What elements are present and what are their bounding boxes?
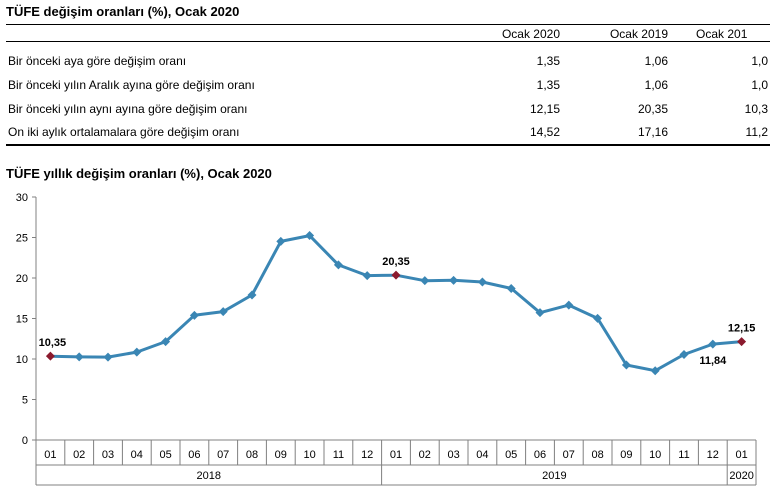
x-tick-label: 01 bbox=[735, 449, 747, 461]
x-tick-label: 11 bbox=[678, 449, 689, 461]
x-tick-label: 12 bbox=[361, 449, 373, 461]
y-tick-label: 20 bbox=[16, 273, 28, 285]
data-point bbox=[276, 236, 286, 246]
cell-value: 1,35 bbox=[536, 78, 560, 92]
table-row: Bir önceki yılın aynı ayına göre değişim… bbox=[6, 100, 770, 120]
row-label: On iki aylık ortalamalara göre değişim o… bbox=[8, 125, 240, 139]
x-year-label: 2020 bbox=[729, 470, 753, 482]
x-tick-label: 05 bbox=[159, 449, 171, 461]
y-tick-label: 25 bbox=[16, 233, 28, 245]
cell-value: 14,52 bbox=[529, 125, 560, 139]
data-point bbox=[132, 347, 142, 357]
data-label: 10,35 bbox=[39, 337, 67, 349]
table-row: On iki aylık ortalamalara göre değişim o… bbox=[6, 123, 770, 143]
data-point bbox=[74, 352, 84, 362]
y-tick-label: 30 bbox=[16, 192, 28, 204]
x-tick-label: 07 bbox=[217, 449, 229, 461]
cell-value: 1,06 bbox=[644, 78, 668, 92]
x-tick-label: 12 bbox=[707, 449, 719, 461]
x-tick-label: 09 bbox=[275, 449, 287, 461]
x-tick-label: 07 bbox=[563, 449, 575, 461]
data-point bbox=[189, 310, 199, 320]
x-tick-label: 01 bbox=[390, 449, 402, 461]
data-point bbox=[247, 290, 257, 300]
data-point bbox=[45, 351, 55, 361]
cell-value: 17,16 bbox=[637, 125, 668, 139]
data-point bbox=[564, 300, 574, 310]
data-point bbox=[161, 337, 171, 347]
data-point bbox=[477, 277, 487, 287]
x-tick-label: 01 bbox=[44, 449, 56, 461]
data-point bbox=[535, 308, 545, 318]
data-point bbox=[333, 260, 343, 270]
table-header-rule bbox=[6, 41, 770, 42]
x-year-label: 2018 bbox=[197, 470, 221, 482]
x-tick-label: 06 bbox=[188, 449, 200, 461]
cell-value: 10,3 bbox=[744, 102, 768, 116]
table-row: Bir önceki yılın Aralık ayına göre değiş… bbox=[6, 76, 770, 96]
y-tick-label: 10 bbox=[16, 354, 28, 366]
cell-value: 1,06 bbox=[644, 54, 668, 68]
cell-value: 1,0 bbox=[751, 54, 768, 68]
x-tick-label: 11 bbox=[333, 449, 344, 461]
y-tick-label: 0 bbox=[22, 435, 28, 447]
column-header: Ocak 2020 bbox=[501, 27, 560, 41]
data-label: 11,84 bbox=[699, 355, 727, 367]
y-tick-label: 15 bbox=[16, 314, 28, 326]
data-point bbox=[362, 271, 372, 281]
x-year-label: 2019 bbox=[542, 470, 566, 482]
data-point bbox=[420, 276, 430, 286]
data-label: 12,15 bbox=[728, 323, 756, 335]
row-label: Bir önceki yılın aynı ayına göre değişim… bbox=[8, 102, 248, 116]
x-tick-label: 03 bbox=[102, 449, 114, 461]
data-label: 20,35 bbox=[382, 256, 410, 268]
cell-value: 20,35 bbox=[637, 102, 668, 116]
data-point bbox=[391, 270, 401, 280]
x-tick-label: 04 bbox=[476, 449, 488, 461]
data-point bbox=[218, 307, 228, 317]
data-point bbox=[708, 339, 718, 349]
data-point bbox=[103, 352, 113, 362]
x-tick-label: 03 bbox=[447, 449, 459, 461]
cell-value: 1,0 bbox=[751, 78, 768, 92]
table-bottom-rule bbox=[6, 144, 770, 146]
row-label: Bir önceki aya göre değişim oranı bbox=[8, 54, 187, 68]
x-tick-label: 04 bbox=[131, 449, 143, 461]
data-point bbox=[621, 360, 631, 370]
y-tick-label: 5 bbox=[22, 395, 28, 407]
table-top-rule bbox=[6, 24, 770, 25]
x-tick-label: 08 bbox=[246, 449, 258, 461]
x-tick-label: 08 bbox=[591, 449, 603, 461]
cell-value: 11,2 bbox=[745, 125, 768, 139]
table-clip: Ocak 2020 Ocak 2019 Ocak 201 Bir önceki … bbox=[6, 24, 770, 154]
column-header: Ocak 2019 bbox=[609, 27, 668, 41]
data-point bbox=[449, 275, 459, 285]
data-point bbox=[305, 231, 315, 241]
data-point bbox=[679, 349, 689, 359]
data-point bbox=[506, 283, 516, 293]
chart-title: TÜFE yıllık değişim oranları (%), Ocak 2… bbox=[6, 166, 272, 181]
table-row: Bir önceki aya göre değişim oranı 1,35 1… bbox=[6, 52, 770, 72]
column-header: Ocak 201 bbox=[696, 27, 748, 41]
x-tick-label: 10 bbox=[303, 449, 315, 461]
table-title: TÜFE değişim oranları (%), Ocak 2020 bbox=[6, 4, 240, 19]
row-label: Bir önceki yılın Aralık ayına göre değiş… bbox=[8, 78, 255, 92]
x-tick-label: 02 bbox=[73, 449, 85, 461]
x-tick-label: 10 bbox=[649, 449, 661, 461]
x-tick-label: 05 bbox=[505, 449, 517, 461]
x-tick-label: 06 bbox=[534, 449, 546, 461]
data-point bbox=[593, 313, 603, 323]
x-tick-label: 09 bbox=[620, 449, 632, 461]
cell-value: 1,35 bbox=[536, 54, 560, 68]
data-point bbox=[737, 337, 747, 347]
x-tick-label: 02 bbox=[419, 449, 431, 461]
cell-value: 12,15 bbox=[529, 102, 560, 116]
data-point bbox=[650, 366, 660, 376]
